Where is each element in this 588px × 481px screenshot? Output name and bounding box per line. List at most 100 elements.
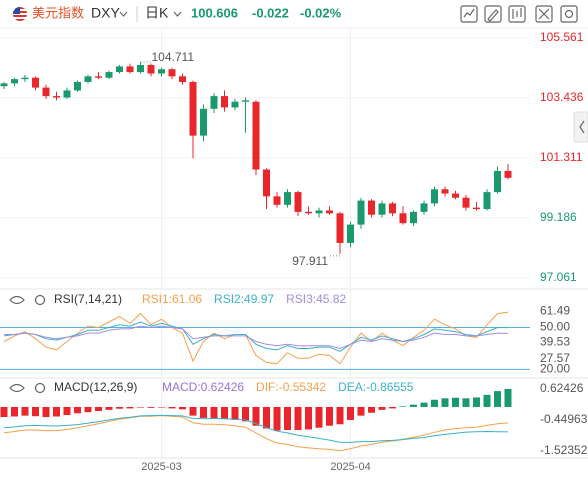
macd-bar — [116, 406, 123, 409]
candle-body — [95, 76, 102, 78]
symbol[interactable]: DXY — [91, 5, 120, 21]
gear-icon[interactable] — [34, 382, 46, 394]
dropdown-arrow[interactable] — [173, 11, 182, 17]
macd-bar — [263, 406, 270, 429]
legend-entry: RSI2:49.97 — [214, 292, 274, 306]
macd-bar — [315, 406, 323, 428]
candle-body — [221, 96, 228, 108]
macd-bar — [336, 406, 344, 425]
rsi-header: RSI(7,14,21) — [9, 292, 122, 306]
legend-entry: DEA:-0.86555 — [338, 380, 414, 394]
settings-button[interactable] — [560, 5, 578, 23]
macd-bar — [95, 406, 102, 411]
macd-bar — [11, 406, 18, 417]
macd-bar — [242, 406, 249, 422]
candle-body — [399, 213, 407, 224]
macd-bar — [399, 406, 407, 407]
legend-entry: RSI3:45.82 — [286, 292, 346, 306]
macd-bar — [294, 406, 302, 431]
candle-body — [63, 90, 71, 98]
period[interactable]: 日K — [145, 5, 169, 21]
macd-bar — [53, 406, 60, 417]
macd-bar — [200, 406, 207, 418]
candle-body — [105, 72, 113, 78]
candle-body — [147, 65, 155, 74]
candle-body — [42, 87, 50, 97]
change: -0.022 — [252, 5, 289, 20]
candle-body — [74, 81, 81, 91]
macd-bar — [420, 402, 428, 407]
series-line — [3, 415, 509, 452]
macd-bar — [168, 406, 176, 409]
macd-bar — [504, 388, 512, 407]
candle-body — [389, 203, 396, 214]
chart-type-button[interactable] — [508, 5, 526, 23]
macd-bar — [137, 406, 144, 408]
macd-bar — [179, 406, 186, 410]
x-tick-label: 2025-04 — [330, 461, 370, 473]
candle-body — [431, 189, 438, 204]
candle-body — [336, 213, 344, 243]
indicator-button[interactable] — [460, 5, 478, 23]
candle-body — [0, 83, 8, 87]
candle-body — [189, 81, 197, 136]
macd-bar — [231, 406, 239, 420]
y-tick-label: 97.061 — [540, 270, 577, 284]
macd-bar — [74, 406, 81, 414]
min-label: 97.911 — [292, 254, 328, 268]
draw-button[interactable] — [484, 5, 502, 23]
macd-bar — [378, 406, 386, 410]
candle-body — [84, 76, 92, 82]
series-line — [3, 414, 509, 443]
eye-icon[interactable] — [9, 295, 25, 305]
collapse-button[interactable] — [573, 111, 588, 143]
macd-title: MACD(12,26,9) — [54, 380, 137, 394]
toolbar — [460, 5, 578, 23]
eye-icon[interactable] — [9, 383, 25, 393]
candle-body — [483, 192, 491, 210]
change-pct: -0.02% — [300, 5, 342, 20]
macd-bar — [389, 406, 396, 409]
macd-bar — [63, 406, 71, 416]
candle-body — [378, 203, 386, 215]
macd-bar — [126, 406, 134, 409]
candle-body — [357, 200, 365, 225]
top-bar: 美元指数 DXY 日K 100.606 -0.022 -0.02% — [13, 5, 578, 23]
candle-body — [116, 66, 123, 73]
gear-icon[interactable] — [34, 294, 46, 306]
series-line — [4, 325, 509, 350]
macd-bar — [452, 397, 459, 407]
y-tick-label: 39.53 — [540, 334, 570, 348]
macd-bar — [357, 406, 365, 416]
dropdown-arrow[interactable] — [119, 11, 128, 17]
candle-body — [11, 79, 18, 84]
macd-bar — [105, 406, 113, 410]
macd-bar — [210, 406, 218, 419]
candle-body — [200, 108, 207, 136]
candle-body — [504, 170, 512, 178]
candle-body — [294, 192, 302, 212]
candle-body — [168, 69, 176, 77]
fullscreen-button[interactable] — [535, 5, 553, 23]
candle-body — [441, 189, 449, 194]
macd-bar — [483, 394, 491, 407]
max-label: 104.711 — [152, 50, 195, 64]
legend-entry: MACD:0.62426 — [162, 380, 244, 394]
macd-bar — [305, 406, 312, 430]
y-tick-label: -1.52352 — [540, 443, 588, 457]
candle-body — [473, 207, 480, 210]
candle-body — [21, 77, 29, 80]
instrument-name[interactable]: 美元指数 — [32, 5, 84, 20]
candle-body — [242, 100, 249, 102]
y-tick-label: 50.00 — [540, 320, 570, 334]
macd-bar — [410, 404, 417, 407]
macd-header: MACD(12,26,9) — [9, 380, 137, 394]
series-line — [3, 321, 509, 352]
macd-bar — [252, 406, 260, 426]
candle-body — [452, 193, 459, 198]
macd-bar — [147, 406, 155, 408]
candle-body — [462, 197, 470, 208]
macd-bar — [32, 406, 39, 417]
candle-body — [137, 65, 144, 73]
